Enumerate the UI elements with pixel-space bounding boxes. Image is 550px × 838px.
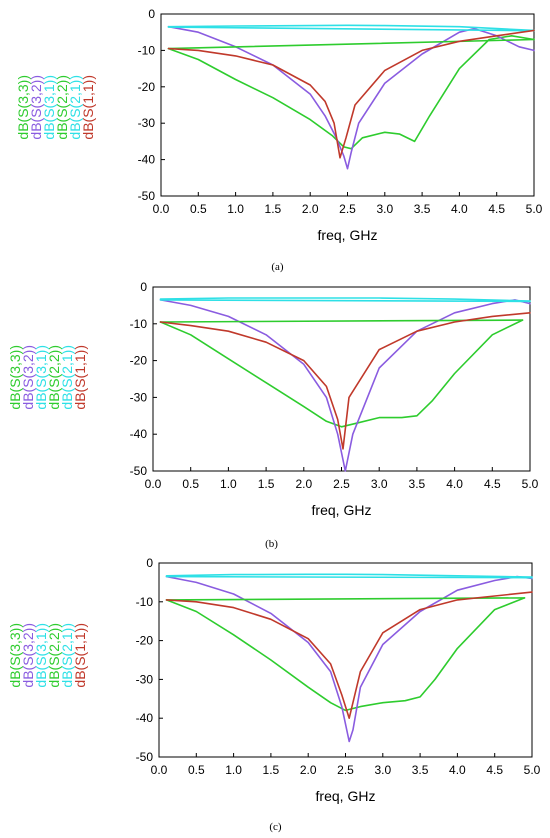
series-line (167, 29, 535, 159)
y-tick-label: 0 (148, 7, 155, 21)
chart-panel: 0 -10 -20 -30 -40 -500.0 0.5 1.0 1.5 2.0 2.5 3.0 3.5… (7, 556, 541, 833)
y-tick-label: -10 (136, 595, 154, 609)
legend-entry: dB(S(3,3)) (7, 345, 23, 410)
legend-entry: dB(S(3,2)) (20, 345, 36, 410)
series-line (167, 24, 535, 32)
legend-entry: dB(S(3,2)) (28, 75, 44, 140)
panel-caption: (c) (269, 821, 282, 833)
x-tick-label: 1.5 (265, 202, 282, 216)
x-tick-label: 2.0 (302, 202, 319, 216)
y-tick-label: -10 (130, 317, 148, 331)
panel-caption: (a) (271, 261, 284, 273)
series-line (167, 38, 535, 50)
x-tick-label: 3.0 (374, 763, 391, 777)
x-tick-label: 3.5 (414, 202, 431, 216)
x-tick-label: 1.5 (258, 477, 275, 491)
series-line (165, 591, 533, 720)
legend-entry: dB(S(2,2)) (54, 75, 70, 140)
x-tick-label: 5.0 (526, 202, 543, 216)
x-tick-label: 1.0 (220, 477, 237, 491)
x-tick-label: 0.0 (153, 202, 170, 216)
y-tick-label: -20 (130, 354, 148, 368)
x-tick-label: 4.0 (451, 202, 468, 216)
legend-entry: dB(S(2,1)) (67, 75, 83, 140)
legend-entry: dB(S(1,1)) (72, 623, 88, 688)
x-tick-label: 3.5 (412, 763, 429, 777)
x-tick-label: 1.5 (263, 763, 280, 777)
x-tick-label: 4.5 (484, 477, 501, 491)
series-line (159, 299, 531, 303)
x-axis-title: freq, GHz (318, 227, 378, 243)
series-line (159, 319, 524, 428)
x-tick-label: 5.0 (522, 477, 539, 491)
y-tick-label: -40 (130, 427, 148, 441)
y-tick-label: -30 (138, 116, 156, 130)
legend-entry: dB(S(3,3)) (15, 75, 31, 140)
x-tick-label: 2.0 (300, 763, 317, 777)
y-tick-label: 0 (146, 556, 153, 570)
series-line (159, 299, 531, 472)
y-tick-label: -20 (138, 80, 156, 94)
panel-caption: (b) (265, 538, 278, 550)
y-tick-label: 0 (140, 280, 147, 294)
x-tick-label: 3.5 (409, 477, 426, 491)
x-tick-label: 0.5 (190, 202, 207, 216)
legend-entry: dB(S(1,1)) (72, 345, 88, 410)
series-line (165, 575, 533, 743)
y-tick-label: -50 (138, 189, 156, 203)
x-tick-label: 0.5 (182, 477, 199, 491)
series-line (165, 597, 526, 712)
legend-entry: dB(S(3,1)) (33, 345, 49, 410)
legend-entry: dB(S(2,2)) (46, 345, 62, 410)
chart-panel: 0 -10 -20 -30 -40 -500.0 0.5 1.0 1.5 2.0 2.5 3.0 3.5… (15, 7, 543, 273)
x-tick-label: 5.0 (524, 763, 541, 777)
series-line (159, 311, 531, 450)
x-tick-label: 4.5 (488, 202, 505, 216)
y-tick-label: -20 (136, 634, 154, 648)
series-line (167, 34, 535, 150)
series-line (165, 575, 533, 579)
x-tick-label: 0.5 (188, 763, 205, 777)
x-tick-label: 4.0 (449, 763, 466, 777)
legend-entry: dB(S(3,2)) (20, 623, 36, 688)
x-axis-title: freq, GHz (312, 502, 372, 518)
x-tick-label: 1.0 (227, 202, 244, 216)
x-tick-label: 2.0 (295, 477, 312, 491)
legend-entry: dB(S(2,2)) (46, 623, 62, 688)
legend-entry: dB(S(3,1)) (41, 75, 57, 140)
series-line (165, 573, 533, 578)
chart-panel: 0 -10 -20 -30 -40 -500.0 0.5 1.0 1.5 2.0 2.5 3.0 3.5… (7, 280, 539, 550)
series-line (167, 26, 535, 32)
y-tick-label: -40 (136, 711, 154, 725)
y-tick-label: -30 (136, 672, 154, 686)
legend-entry: dB(S(2,1)) (59, 623, 75, 688)
y-tick-label: -50 (136, 750, 154, 764)
y-tick-label: -50 (130, 464, 148, 478)
x-tick-label: 0.0 (151, 763, 168, 777)
x-tick-label: 2.5 (339, 202, 356, 216)
x-tick-label: 4.0 (446, 477, 463, 491)
legend-entry: dB(S(3,1)) (33, 623, 49, 688)
y-tick-label: -10 (138, 43, 156, 57)
x-tick-label: 4.5 (486, 763, 503, 777)
series-line (159, 297, 531, 302)
x-tick-label: 3.0 (376, 202, 393, 216)
x-tick-label: 1.0 (225, 763, 242, 777)
legend-entry: dB(S(2,1)) (59, 345, 75, 410)
x-tick-label: 2.5 (337, 763, 354, 777)
x-tick-label: 3.0 (371, 477, 388, 491)
y-tick-label: -40 (138, 153, 156, 167)
x-axis-title: freq, GHz (316, 788, 376, 804)
series-line (165, 597, 526, 601)
y-tick-label: -30 (130, 390, 148, 404)
x-tick-label: 0.0 (145, 477, 162, 491)
x-tick-label: 2.5 (333, 477, 350, 491)
legend-entry: dB(S(3,3)) (7, 623, 23, 688)
legend-entry: dB(S(1,1)) (80, 75, 96, 140)
